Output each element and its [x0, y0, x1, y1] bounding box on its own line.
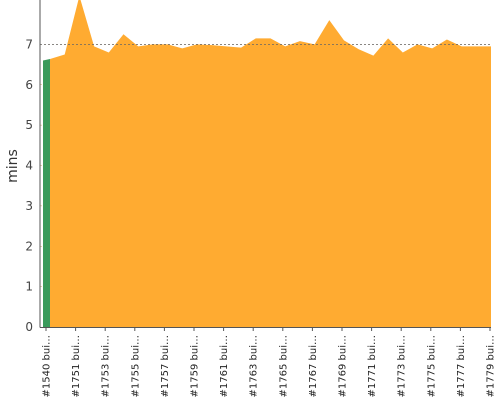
x-tick-label: #1779 bui…: [486, 335, 497, 397]
x-tick-label: #1761 bui…: [219, 335, 230, 397]
first-build-band: [43, 59, 50, 328]
y-tick-label-6: 6: [25, 78, 33, 92]
x-tick-label: #1751 bui…: [71, 335, 82, 397]
x-tick-label: #1753 bui…: [101, 335, 112, 397]
x-tick-label: #1777 bui…: [456, 335, 467, 397]
x-tick-label: #1759 bui…: [190, 335, 201, 397]
x-tick-label: #1757 bui…: [160, 335, 171, 397]
x-tick-label: #1773 bui…: [397, 335, 408, 397]
y-tick-label-5: 5: [25, 118, 33, 132]
x-axis-ticks: #1540 bui… #1751 bui… #1753 bui… #1755 bui……: [42, 327, 497, 397]
x-tick-label: #1540 bui…: [42, 335, 53, 397]
y-tick-label-3: 3: [25, 199, 33, 213]
y-axis-ticks: 0 1 2 3 4 5 6 7: [25, 37, 33, 334]
x-tick-label: #1775 bui…: [426, 335, 437, 397]
x-tick-label: #1755 bui…: [130, 335, 141, 397]
x-tick-label: #1765 bui…: [278, 335, 289, 397]
y-tick-label-2: 2: [25, 239, 33, 253]
x-tick-label: #1771 bui…: [367, 335, 378, 397]
x-tick-label: #1769 bui…: [338, 335, 349, 397]
series-area: [50, 0, 491, 327]
area-layer: [40, 0, 491, 328]
x-tick-label: #1763 bui…: [249, 335, 260, 397]
axes: [39, 0, 491, 328]
y-tick-label-7: 7: [25, 37, 33, 51]
y-tick-label-1: 1: [25, 280, 33, 294]
y-axis-title: mins: [5, 149, 21, 183]
y-tick-label-0: 0: [25, 320, 33, 334]
x-tick-label: #1767 bui…: [308, 335, 319, 397]
y-tick-label-4: 4: [25, 159, 33, 173]
